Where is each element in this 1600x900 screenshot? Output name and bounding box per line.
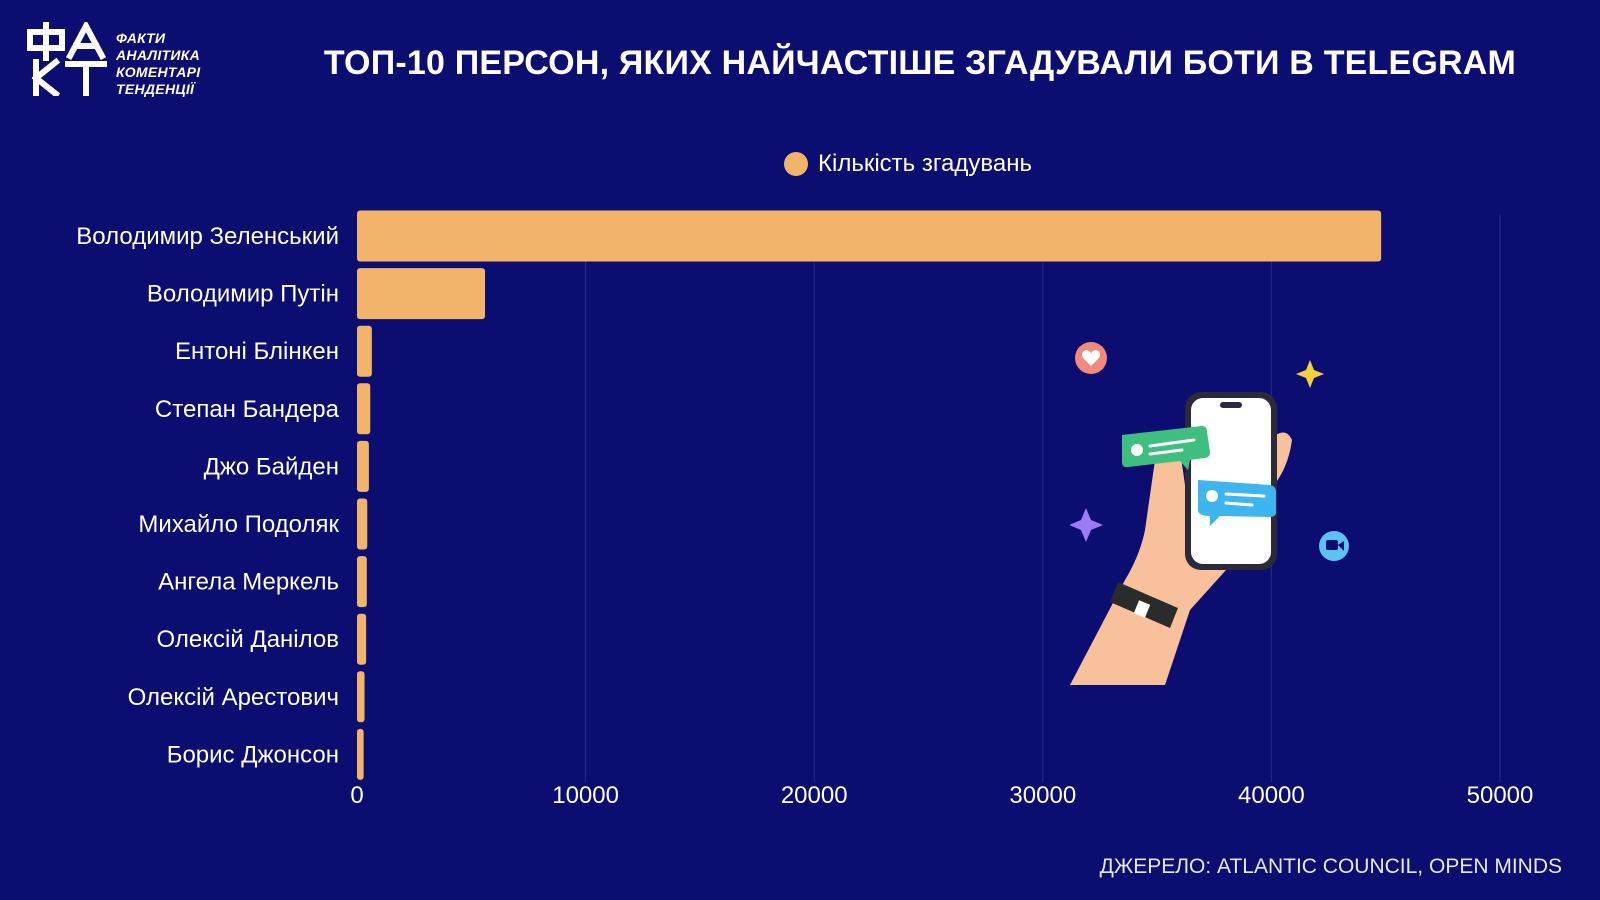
x-tick-label: 20000: [781, 782, 848, 809]
legend-label: Кількість згадувань: [818, 150, 1032, 177]
logo-text: ФАКТИ АНАЛІТИКА КОМЕНТАРІ ТЕНДЕНЦІЇ: [116, 30, 200, 98]
bar: [357, 210, 1382, 262]
category-label: Олексій Данілов: [157, 626, 339, 653]
bar: [357, 556, 367, 608]
logo-icon: [27, 22, 107, 96]
chart-title: ТОП-10 ПЕРСОН, ЯКИХ НАЙЧАСТІШЕ ЗГАДУВАЛИ…: [323, 44, 1517, 82]
x-tick-label: 10000: [552, 782, 619, 809]
x-tick-label: 0: [350, 782, 363, 809]
category-label: Михайло Подоляк: [138, 511, 339, 538]
bar: [357, 498, 368, 550]
logo-line: ТЕНДЕНЦІЇ: [116, 81, 195, 97]
category-label: Степан Бандера: [155, 396, 340, 423]
x-tick-label: 50000: [1467, 782, 1534, 809]
category-label: Олексій Арестович: [128, 684, 339, 711]
phone-hand-illustration-icon: [1070, 342, 1349, 685]
bar: [357, 325, 372, 377]
category-label: Ангела Меркель: [158, 569, 339, 596]
bar: [357, 613, 367, 665]
x-tick-label: 30000: [1009, 782, 1076, 809]
bar: [357, 383, 371, 435]
logo-line: АНАЛІТИКА: [116, 47, 201, 63]
source-note: ДЖЕРЕЛО: ATLANTIC COUNCIL, OPEN MINDS: [1099, 855, 1562, 878]
x-tick-label: 40000: [1238, 782, 1305, 809]
bar: [357, 268, 486, 320]
logo-line: КОМЕНТАРІ: [116, 64, 201, 80]
bar: [357, 671, 365, 723]
category-label: Ентоні Блінкен: [175, 338, 339, 365]
bar: [357, 728, 364, 780]
logo-line: ФАКТИ: [116, 30, 166, 46]
legend-swatch-icon: [784, 152, 808, 176]
bar: [357, 440, 369, 492]
brand-logo: ФАКТИ АНАЛІТИКА КОМЕНТАРІ ТЕНДЕНЦІЇ: [26, 22, 216, 102]
category-label: Володимир Путін: [147, 281, 339, 308]
category-label: Володимир Зеленський: [76, 223, 339, 250]
category-label: Борис Джонсон: [167, 741, 339, 768]
chart-legend: Кількість згадувань: [784, 150, 1032, 178]
category-label: Джо Байден: [204, 453, 339, 480]
